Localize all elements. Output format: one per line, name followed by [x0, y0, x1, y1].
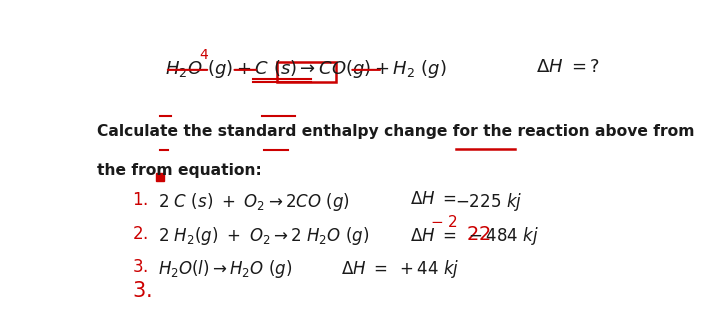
Text: $2\ H_2(g)\ +\ O_2 \rightarrow 2\ H_2O\ (g)$: $2\ H_2(g)\ +\ O_2 \rightarrow 2\ H_2O\ …: [158, 225, 370, 247]
Text: $-225\ kj$: $-225\ kj$: [455, 191, 522, 213]
Text: $\Delta H\ =\ -484\ kj$: $\Delta H\ =\ -484\ kj$: [411, 225, 539, 247]
Text: $H_2O(l) \rightarrow H_2O\ (g)$: $H_2O(l) \rightarrow H_2O\ (g)$: [158, 258, 293, 281]
Text: $\it{1.}$: $\it{1.}$: [132, 191, 147, 209]
Text: $\Delta H\ =?$: $\Delta H\ =?$: [536, 58, 600, 76]
Text: $H_2O\ (g) + C\ (s) \rightarrow CO(g) + H_2\ (g)$: $H_2O\ (g) + C\ (s) \rightarrow CO(g) + …: [165, 58, 446, 80]
Text: $\Delta H\ =$: $\Delta H\ =$: [411, 191, 457, 208]
Text: $\it{3.}$: $\it{3.}$: [132, 258, 147, 277]
Text: $\Delta H\ =\ +44\ kj$: $\Delta H\ =\ +44\ kj$: [341, 258, 459, 281]
Text: $\it{2.}$: $\it{2.}$: [132, 225, 147, 243]
Text: $\it{3.}$: $\it{3.}$: [132, 282, 151, 301]
Text: $2\ C\ (s)\ +\ O_2 \rightarrow 2CO\ (g)$: $2\ C\ (s)\ +\ O_2 \rightarrow 2CO\ (g)$: [158, 191, 350, 213]
Text: the from equation:: the from equation:: [97, 163, 262, 178]
Text: $-\ 2$: $-\ 2$: [430, 214, 457, 230]
Text: Calculate the standard enthalpy change for the reaction above from: Calculate the standard enthalpy change f…: [97, 124, 695, 139]
Text: $22$: $22$: [466, 226, 491, 244]
Text: $\it{4}$: $\it{4}$: [199, 47, 209, 61]
